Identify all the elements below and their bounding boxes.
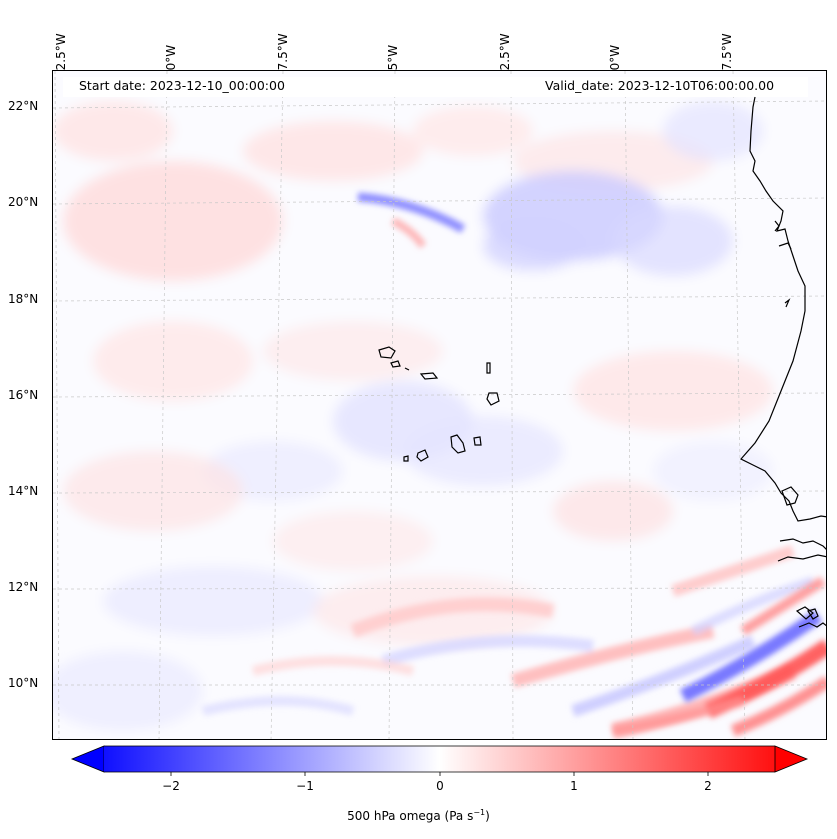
- lat-label-18n: 18°N: [8, 292, 39, 306]
- start-date-text: Start date: 2023-12-10_00:00:00: [79, 78, 285, 93]
- map-panel: Start date: 2023-12-10_00:00:00 Valid_da…: [52, 70, 827, 740]
- west-africa-coastline: [740, 96, 826, 628]
- colorbar-tick-neg2: −2: [162, 779, 180, 793]
- lat-label-22n: 22°N: [8, 99, 39, 113]
- graticule: [53, 71, 826, 739]
- valid-date-text: Valid_date: 2023-12-10T06:00:00.00: [545, 78, 775, 93]
- colorbar-label: 500 hPa omega (Pa s−1): [347, 808, 490, 823]
- omega-field-map: [53, 71, 826, 739]
- colorbar-tick-2: 2: [704, 779, 712, 793]
- colorbar-gradient: [70, 745, 809, 776]
- field-strong-features: [357, 192, 826, 737]
- colorbar-ticks: [170, 772, 709, 776]
- field-background: [53, 71, 826, 739]
- lat-label-14n: 14°N: [8, 484, 39, 498]
- colorbar: −2 −1 0 1 2 500 hPa omega (Pa s−1): [0, 740, 837, 839]
- colorbar-extend-high: [774, 745, 809, 773]
- lat-label-16n: 16°N: [8, 388, 39, 402]
- colorbar-tick-neg1: −1: [296, 779, 314, 793]
- colorbar-tick-1: 1: [570, 779, 578, 793]
- colorbar-body: [104, 746, 775, 772]
- lat-label-20n: 20°N: [8, 195, 39, 209]
- lat-label-10n: 10°N: [8, 676, 39, 690]
- lat-label-12n: 12°N: [8, 580, 39, 594]
- colorbar-tick-0: 0: [436, 779, 444, 793]
- cape-verde-islands: [378, 346, 500, 462]
- header-strip: [63, 77, 808, 97]
- colorbar-extend-low: [70, 745, 105, 773]
